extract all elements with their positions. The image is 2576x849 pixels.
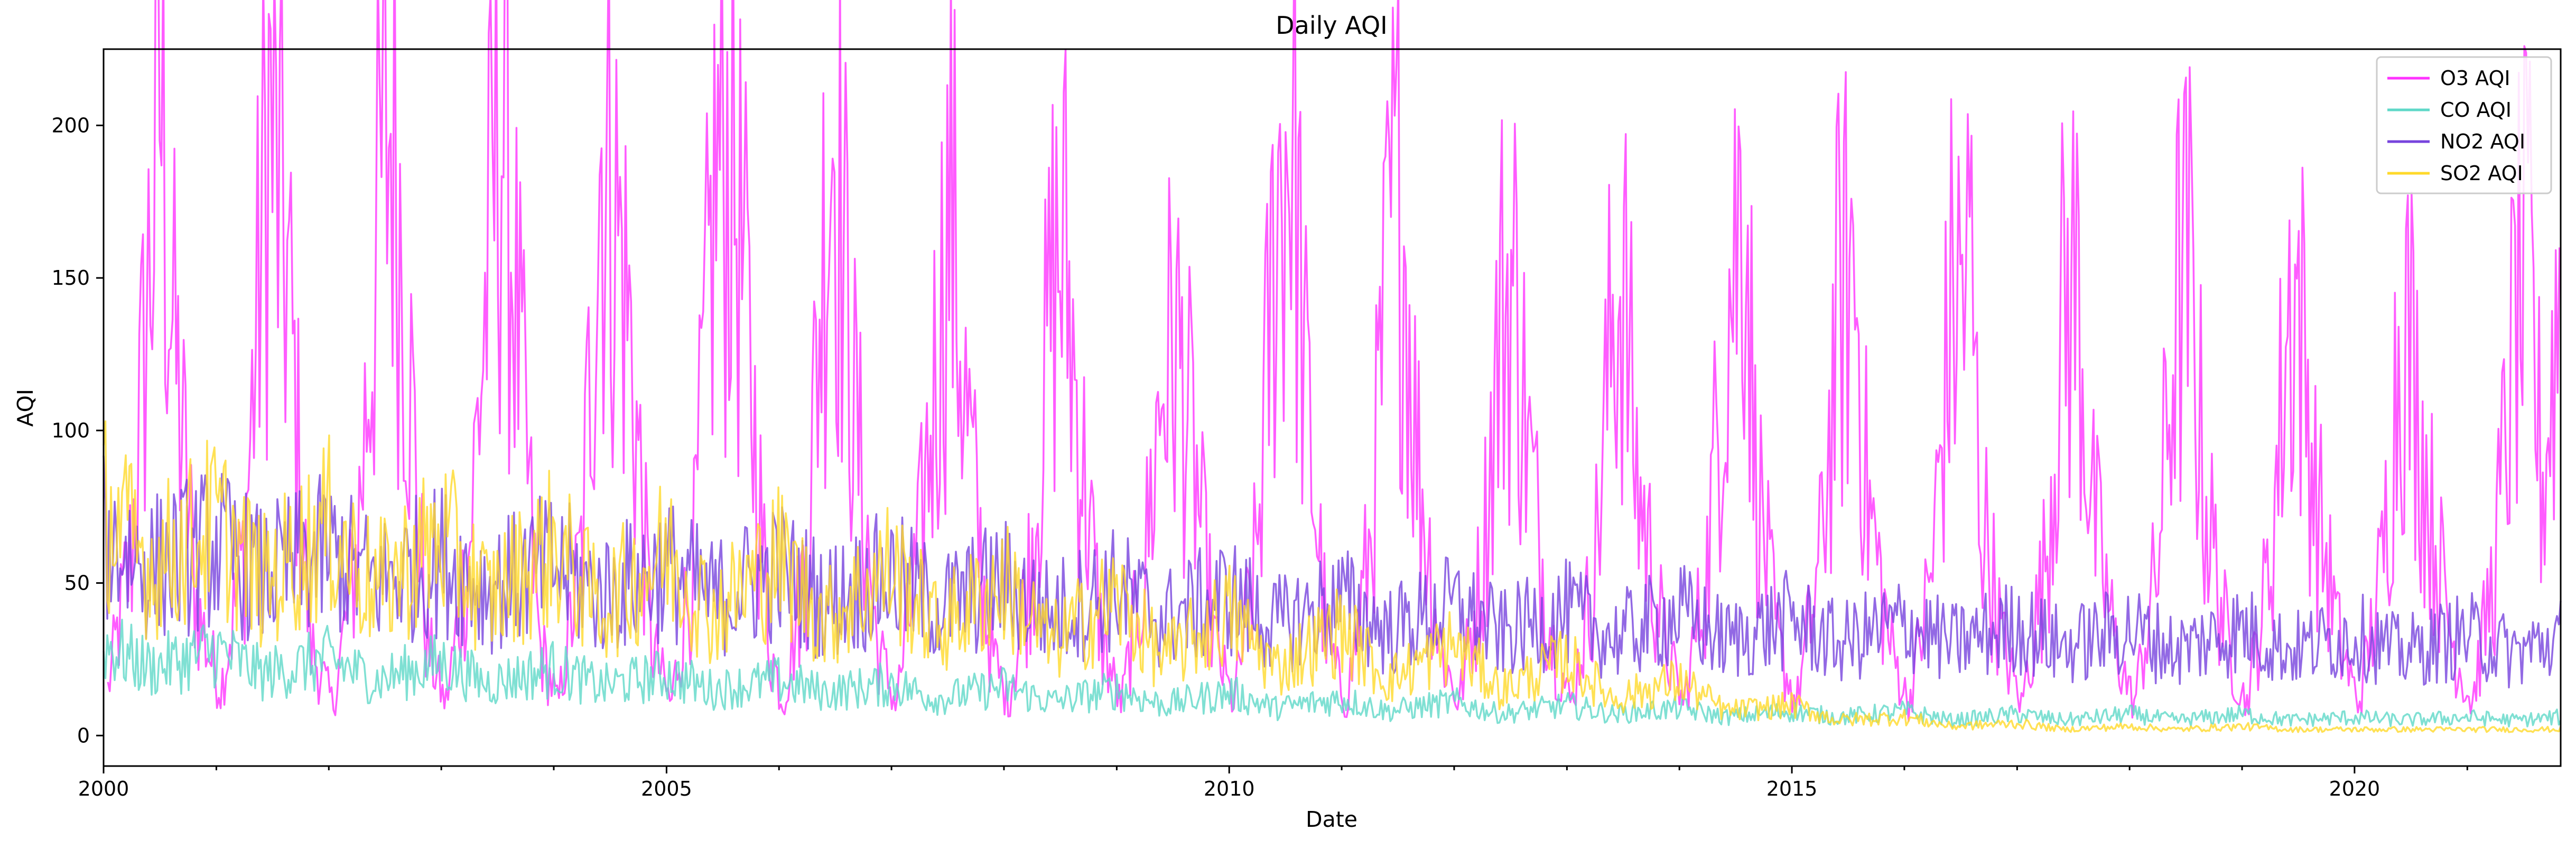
legend: O3 AQI CO AQI NO2 AQI SO2 AQI — [2376, 56, 2552, 194]
legend-label: SO2 AQI — [2440, 162, 2523, 185]
x-axis-ticks: 2000 2005 2010 2015 2020 — [78, 766, 2468, 800]
x-axis-label: Date — [1306, 807, 1357, 832]
y-axis-ticks: 0 50 100 150 200 — [51, 114, 104, 747]
y-tick-label: 0 — [77, 724, 90, 747]
plot-series-group — [103, 0, 2562, 733]
legend-label: NO2 AQI — [2440, 130, 2525, 153]
y-tick-label: 100 — [51, 419, 90, 442]
x-tick-label: 2020 — [2329, 777, 2380, 800]
series-line-o3-aqi — [107, 0, 2561, 722]
legend-label: CO AQI — [2440, 98, 2512, 122]
y-tick-label: 150 — [51, 266, 90, 290]
y-tick-label: 50 — [64, 572, 90, 595]
x-tick-label: 2015 — [1766, 777, 1818, 800]
series-line-so2-aqi — [103, 420, 2562, 733]
legend-box — [2376, 56, 2552, 194]
x-tick-label: 2010 — [1204, 777, 1255, 800]
series-line-co-aqi — [103, 619, 2562, 728]
x-tick-label: 2005 — [641, 777, 692, 800]
chart-title: Daily AQI — [1276, 11, 1387, 40]
y-axis-label: AQI — [13, 389, 38, 427]
y-tick-label: 200 — [51, 114, 90, 137]
plot-frame — [103, 48, 2562, 767]
legend-label: O3 AQI — [2440, 67, 2510, 90]
x-tick-label: 2000 — [78, 777, 129, 800]
